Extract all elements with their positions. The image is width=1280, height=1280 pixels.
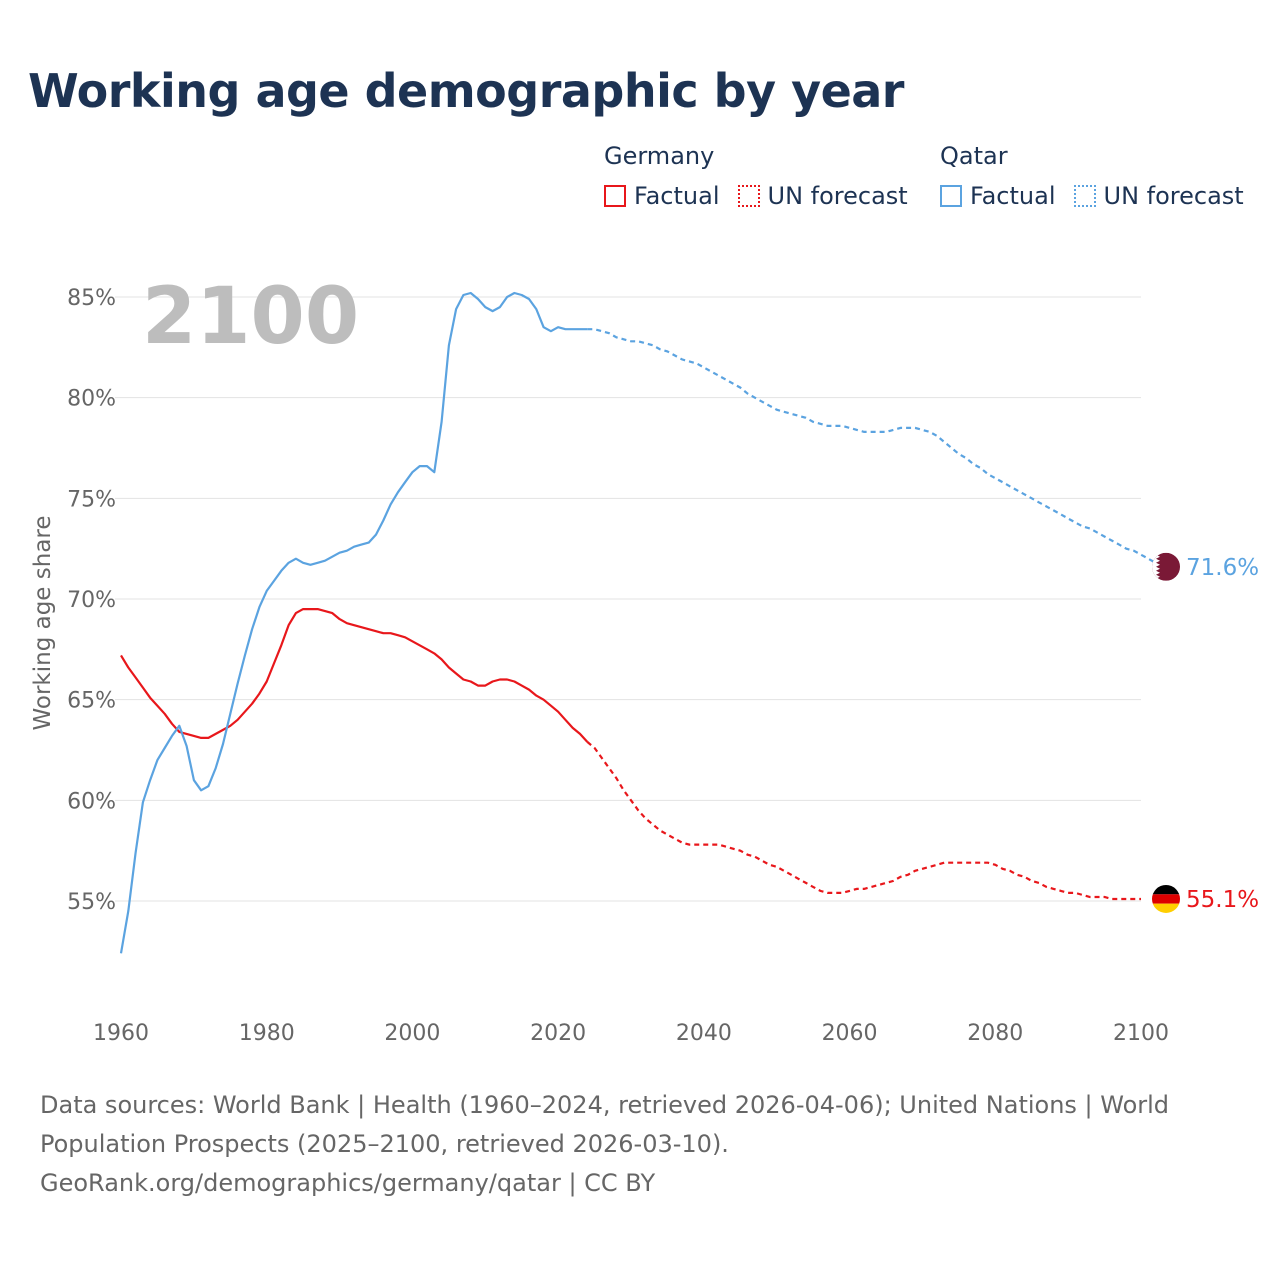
legend-label: UN forecast <box>767 182 908 210</box>
y-tick-label: 70% <box>67 588 116 613</box>
x-axis-ticks: 1960 1980 2000 2020 2040 2060 2080 2100 <box>93 1021 1169 1046</box>
x-tick-label: 2080 <box>967 1021 1023 1046</box>
legend-label: Factual <box>970 182 1056 210</box>
dotted-swatch-icon <box>737 185 760 207</box>
end-markers: 55.1% 71.6% <box>1152 552 1259 913</box>
solid-swatch-icon <box>940 185 962 207</box>
line-chart: 55% 60% 65% 70% 75% 80% 85% 1960 1980 2000 2020 20… <box>30 272 1259 1046</box>
germany-end-value-label: 55.1% <box>1186 887 1259 913</box>
current-year-label: 2100 <box>142 272 359 362</box>
legend-qatar-factual[interactable]: Factual <box>940 182 1056 210</box>
y-axis-ticks: 55% 60% 65% 70% 75% 80% 85% <box>67 286 116 915</box>
sources-line: Population Prospects (2025–2100, retriev… <box>40 1130 729 1158</box>
sources-line: Data sources: World Bank | Health (1960–… <box>40 1091 1170 1119</box>
legend-label: Factual <box>634 182 720 210</box>
legend-group-title: Germany <box>604 142 715 170</box>
gridlines <box>115 296 1141 902</box>
x-tick-label: 2000 <box>384 1021 440 1046</box>
x-tick-label: 1960 <box>93 1021 149 1046</box>
legend-qatar: Qatar Factual UN forecast <box>940 142 1244 210</box>
x-tick-label: 1980 <box>239 1021 295 1046</box>
sources-link[interactable]: GeoRank.org/demographics/germany/qatar |… <box>40 1169 656 1197</box>
x-tick-label: 2020 <box>530 1021 586 1046</box>
germany-factual-line <box>120 608 589 743</box>
y-tick-label: 60% <box>67 789 116 814</box>
legend-germany: Germany Factual UN forecast <box>604 142 908 210</box>
germany-flag-icon <box>1152 884 1180 913</box>
data-sources: Data sources: World Bank | Health (1960–… <box>40 1086 1190 1203</box>
solid-swatch-icon <box>604 185 626 207</box>
qatar-factual-line <box>119 291 588 954</box>
y-tick-label: 55% <box>67 890 116 915</box>
legend-group-title: Qatar <box>940 142 1008 170</box>
y-tick-label: 75% <box>67 487 116 512</box>
qatar-flag-icon <box>1152 552 1180 581</box>
x-tick-label: 2060 <box>822 1021 878 1046</box>
legend-germany-forecast[interactable]: UN forecast <box>737 182 908 210</box>
y-tick-label: 65% <box>67 689 116 714</box>
dotted-swatch-icon <box>1073 185 1096 207</box>
legend-label: UN forecast <box>1103 182 1244 210</box>
y-tick-label: 85% <box>67 286 116 311</box>
series-lines <box>119 291 1164 954</box>
qatar-end-value-label: 71.6% <box>1186 555 1259 581</box>
y-axis-label: Working age share <box>30 515 56 730</box>
x-tick-label: 2040 <box>676 1021 732 1046</box>
chart-title: Working age demographic by year <box>28 64 905 118</box>
germany-forecast-line <box>586 741 1141 901</box>
y-tick-label: 80% <box>67 387 116 412</box>
legend-germany-factual[interactable]: Factual <box>604 182 720 210</box>
x-tick-label: 2100 <box>1113 1021 1169 1046</box>
qatar-forecast-line <box>587 328 1164 568</box>
legend-qatar-forecast[interactable]: UN forecast <box>1073 182 1244 210</box>
